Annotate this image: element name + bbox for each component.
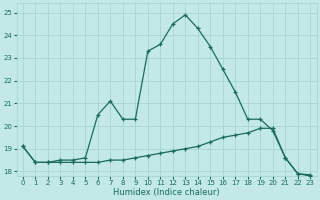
X-axis label: Humidex (Indice chaleur): Humidex (Indice chaleur) — [113, 188, 220, 197]
